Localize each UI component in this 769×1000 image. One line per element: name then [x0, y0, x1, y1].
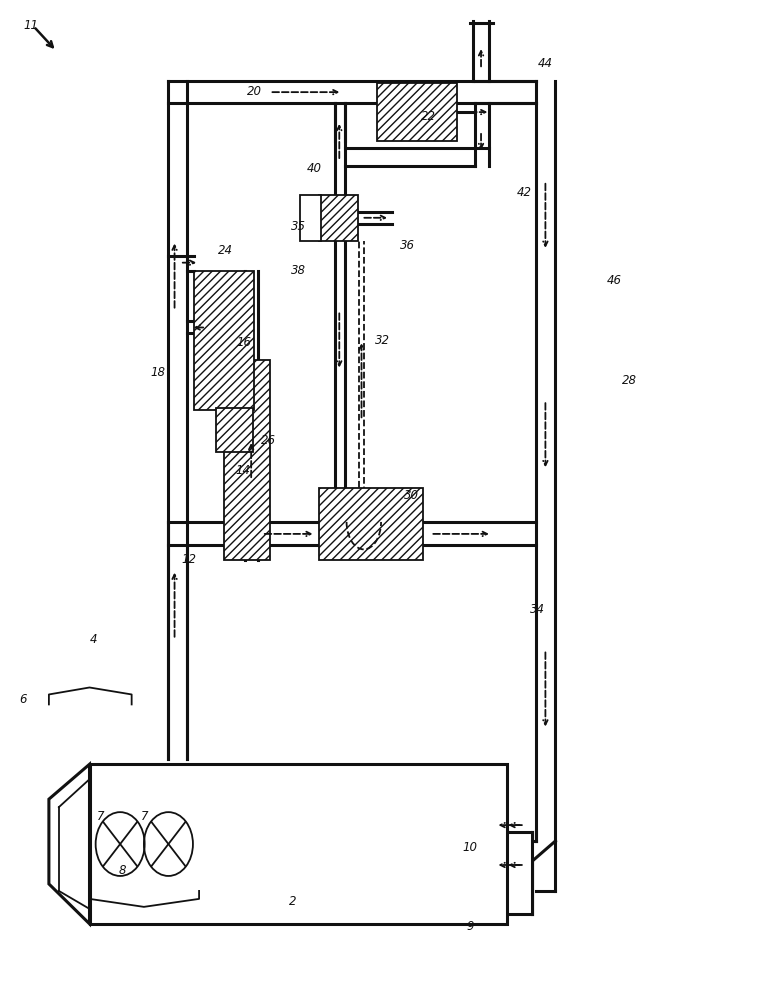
Bar	[319, 488, 423, 560]
Text: 36: 36	[400, 239, 415, 252]
Text: 2: 2	[289, 895, 296, 908]
Text: 10: 10	[463, 841, 478, 854]
Text: 42: 42	[517, 186, 531, 199]
Text: 20: 20	[247, 85, 261, 98]
Text: 28: 28	[622, 374, 638, 387]
Bar	[216, 408, 253, 452]
Text: 11: 11	[23, 19, 38, 32]
Bar	[195, 271, 255, 410]
Text: 32: 32	[375, 334, 391, 347]
Text: 14: 14	[235, 464, 250, 477]
Text: 6: 6	[19, 693, 27, 706]
Text: 12: 12	[181, 553, 197, 566]
Bar	[224, 360, 270, 560]
Text: 40: 40	[307, 162, 321, 175]
Bar	[488, 832, 532, 914]
Text: 7: 7	[97, 810, 105, 823]
Text: 8: 8	[118, 864, 126, 877]
Text: 38: 38	[291, 264, 306, 277]
Bar	[89, 764, 507, 924]
Text: 9: 9	[467, 920, 474, 933]
Text: 35: 35	[291, 220, 306, 233]
Text: 34: 34	[531, 603, 545, 616]
Text: 7: 7	[141, 810, 148, 823]
Text: 22: 22	[421, 110, 437, 123]
Text: 18: 18	[150, 366, 165, 379]
Text: 46: 46	[607, 274, 622, 287]
Bar	[377, 83, 458, 141]
Text: 26: 26	[261, 434, 275, 447]
Text: 24: 24	[218, 244, 233, 257]
Text: 30: 30	[404, 489, 419, 502]
Text: 16: 16	[236, 336, 251, 349]
Polygon shape	[49, 764, 89, 924]
Text: 44: 44	[538, 57, 553, 70]
Bar	[300, 195, 321, 241]
Text: 4: 4	[89, 633, 97, 646]
Bar	[319, 195, 358, 241]
